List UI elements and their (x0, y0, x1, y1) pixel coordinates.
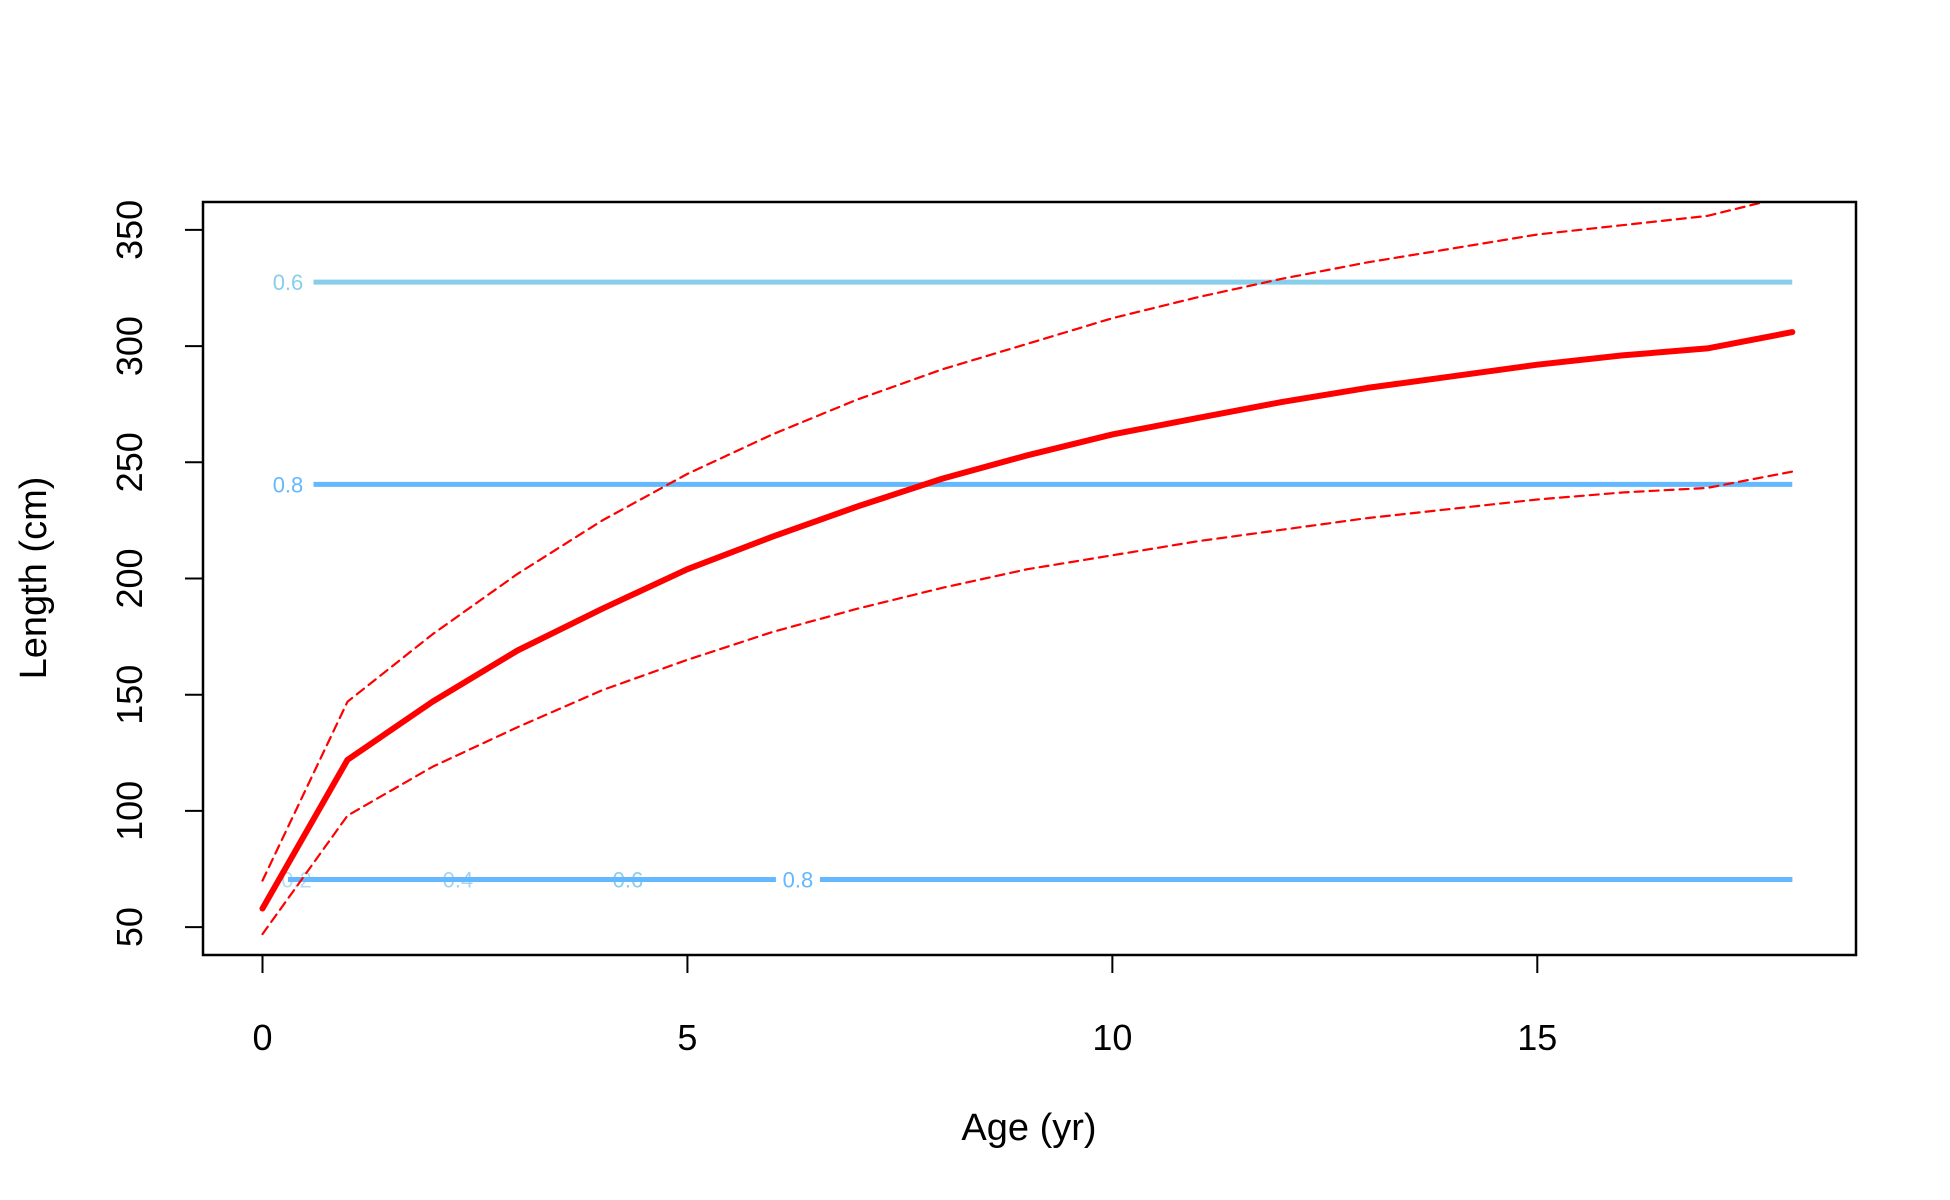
contour-label: 0.8 (783, 867, 814, 892)
confidence-bound-line-2 (261, 470, 1794, 936)
contour-lines: 0.60.80.2 0.4 0.6 0.8 (265, 268, 1793, 894)
plot-frame (201, 200, 1858, 957)
y-tick-label: 200 (109, 548, 150, 608)
axes: 0 5 10 15 50 100 150 200 250 300 350 (109, 200, 1557, 1058)
x-tick-label: 5 (677, 1017, 697, 1058)
x-tick-label: 15 (1517, 1017, 1557, 1058)
confidence-bound-line-1 (261, 202, 1769, 882)
y-tick-label: 100 (109, 781, 150, 841)
x-tick-label: 10 (1092, 1017, 1132, 1058)
y-axis-title: Length (cm) (13, 477, 55, 680)
data-series (259, 202, 1796, 936)
mean-growth-line (259, 329, 1796, 912)
y-tick-label: 50 (109, 907, 150, 947)
y-tick-label: 250 (109, 432, 150, 492)
x-tick-label: 0 (252, 1017, 272, 1058)
contour-label: 0.6 (273, 270, 304, 295)
contour-label-bg (265, 470, 310, 499)
contour-label-bg (265, 268, 310, 297)
y-tick-label: 150 (109, 665, 150, 725)
x-axis-title: Age (yr) (961, 1107, 1096, 1149)
contour-label: 0.8 (273, 472, 304, 497)
y-tick-label: 350 (109, 200, 150, 260)
contour-label-bg (775, 865, 820, 894)
y-tick-label: 300 (109, 316, 150, 376)
